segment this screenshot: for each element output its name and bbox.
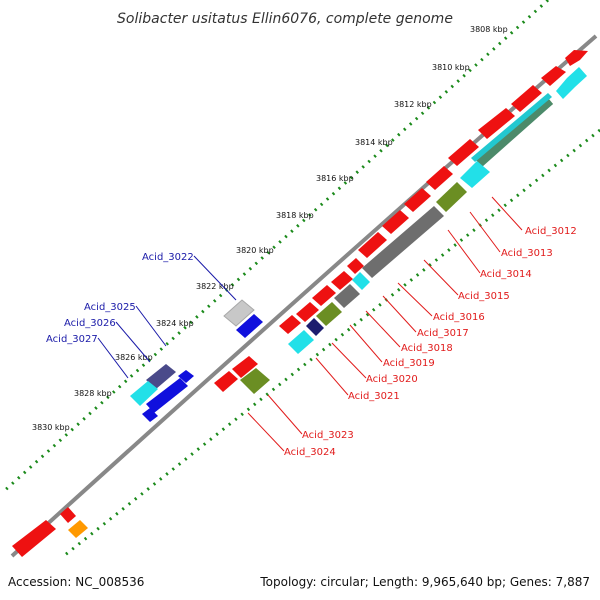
gray-green-feature-bar[interactable] — [476, 98, 553, 167]
olive-feature-bar[interactable] — [436, 182, 467, 212]
cyan-feature-bar[interactable] — [352, 272, 370, 290]
gene-label[interactable]: Acid_3014 — [480, 269, 532, 280]
cyan-feature-bar[interactable] — [288, 330, 314, 354]
kbp-label: 3820 kbp — [236, 246, 274, 255]
kbp-label: 3808 kbp — [470, 25, 508, 34]
gene-arrow[interactable] — [347, 258, 364, 274]
accession-label: Accession: NC_008536 — [8, 575, 144, 589]
gene-arrow[interactable] — [382, 210, 409, 234]
gene-arrow[interactable] — [331, 271, 353, 290]
gene-arrow[interactable] — [426, 166, 453, 190]
gene-arrow[interactable] — [60, 507, 76, 523]
gene-label[interactable]: Acid_3017 — [417, 328, 469, 339]
gene-arrow[interactable] — [312, 285, 336, 306]
navy-feature-bar[interactable] — [146, 364, 176, 389]
kbp-label: 3816 kbp — [316, 174, 354, 183]
gene-arrow[interactable] — [358, 232, 387, 258]
gene-label[interactable]: Acid_3026 — [64, 318, 116, 329]
gene-label[interactable]: Acid_3023 — [302, 430, 354, 441]
gene-label[interactable]: Acid_3018 — [401, 343, 453, 354]
orange-feature-bar[interactable] — [68, 520, 88, 538]
gene-arrow[interactable] — [511, 85, 542, 112]
kbp-label: 3810 kbp — [432, 63, 470, 72]
reverse-gene-arrow[interactable] — [178, 370, 194, 383]
gene-label[interactable]: Acid_3013 — [501, 248, 553, 259]
topology-label: Topology: circular; Length: 9,965,640 bp… — [259, 575, 590, 589]
kbp-label: 3814 kbp — [355, 138, 393, 147]
inner-dotted-ring — [64, 128, 600, 557]
cyan-feature-strip[interactable] — [471, 93, 552, 162]
gene-label[interactable]: Acid_3021 — [348, 391, 400, 402]
kbp-label: 3828 kbp — [74, 389, 112, 398]
gene-label[interactable]: Acid_3027 — [46, 334, 98, 345]
gene-arrow[interactable] — [541, 66, 566, 86]
gene-label[interactable]: Acid_3012 — [525, 226, 577, 237]
gene-arrow[interactable] — [12, 520, 56, 557]
gene-arrow[interactable] — [565, 50, 588, 66]
gene-arrow[interactable] — [448, 139, 479, 166]
gray-feature-bar[interactable] — [362, 206, 444, 278]
cyan-feature-bar[interactable] — [460, 161, 490, 188]
gene-arrow[interactable] — [296, 302, 319, 322]
gene-label[interactable]: Acid_3022 — [142, 252, 194, 263]
gene-label[interactable]: Acid_3020 — [366, 374, 418, 385]
label-connectors-right — [247, 196, 523, 452]
gene-arrow[interactable] — [404, 188, 431, 212]
kbp-label: 3830 kbp — [32, 423, 70, 432]
gene-arrow[interactable] — [214, 371, 238, 392]
reverse-gene-arrow[interactable] — [142, 408, 158, 422]
cyan-feature-bar[interactable] — [556, 67, 587, 99]
gene-label[interactable]: Acid_3024 — [284, 447, 336, 458]
navy-feature-bar[interactable] — [306, 318, 324, 336]
gray-feature-bar[interactable] — [223, 299, 255, 327]
kbp-label: 3826 kbp — [115, 353, 153, 362]
cyan-feature-bar[interactable] — [130, 381, 158, 406]
label-connectors-left — [97, 255, 237, 379]
gene-label[interactable]: Acid_3025 — [84, 302, 136, 313]
reverse-gene-arrow[interactable] — [146, 378, 188, 413]
gene-arrow[interactable] — [478, 108, 515, 139]
gene-label[interactable]: Acid_3016 — [433, 312, 485, 323]
olive-feature-bar[interactable] — [240, 368, 270, 394]
kbp-label: 3812 kbp — [394, 100, 432, 109]
gray-feature-bar[interactable] — [334, 284, 360, 308]
olive-feature-bar[interactable] — [316, 302, 342, 326]
forward-gene-track — [12, 50, 588, 557]
outer-dotted-ring — [1, 0, 550, 494]
kbp-label: 3818 kbp — [276, 211, 314, 220]
gene-label[interactable]: Acid_3015 — [458, 291, 510, 302]
gene-arrow[interactable] — [279, 315, 301, 334]
reverse-gene-arrow[interactable] — [236, 314, 263, 338]
map-title: Solibacter usitatus Ellin6076, complete … — [117, 11, 453, 27]
kbp-label: 3822 kbp — [196, 282, 234, 291]
kbp-label: 3824 kbp — [156, 319, 194, 328]
gene-arrow[interactable] — [232, 356, 258, 378]
gene-label[interactable]: Acid_3019 — [383, 358, 435, 369]
